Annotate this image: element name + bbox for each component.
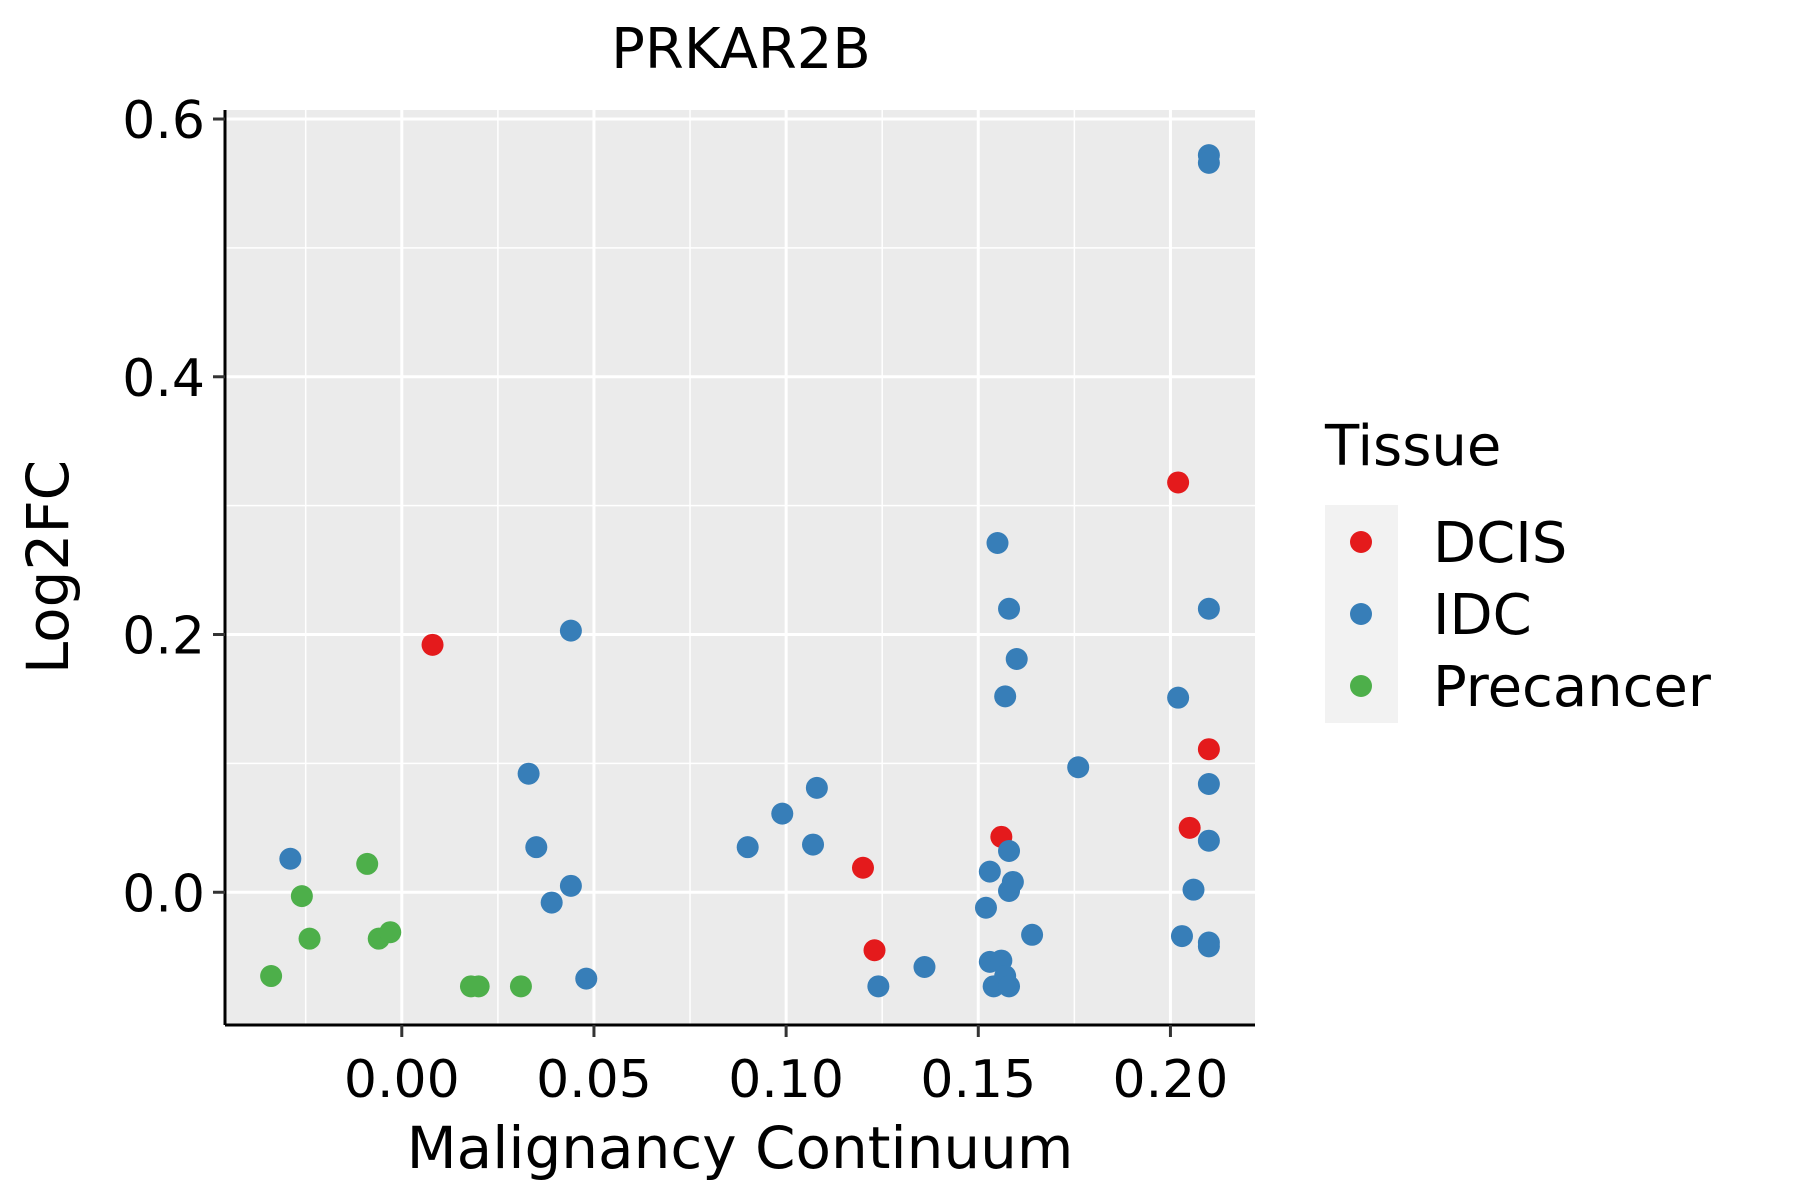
data-point-idc — [1001, 870, 1024, 893]
data-point-idc — [736, 836, 759, 859]
data-point-idc — [1197, 151, 1220, 174]
data-point-idc — [517, 762, 540, 785]
data-point-idc — [575, 967, 598, 990]
data-point-idc — [771, 802, 794, 825]
chart-title: PRKAR2B — [611, 17, 871, 82]
grid-major — [225, 110, 1255, 1025]
data-point-precancer — [356, 852, 379, 875]
plot-panel — [225, 110, 1255, 1025]
data-point-dcis — [1167, 471, 1190, 494]
data-point-precancer — [509, 975, 532, 998]
data-point-idc — [805, 776, 828, 799]
data-point-idc — [998, 597, 1021, 620]
data-point-idc — [986, 532, 1009, 555]
data-point-idc — [1197, 597, 1220, 620]
data-points — [260, 144, 1220, 998]
x-axis-title: Malignancy Continuum — [407, 1114, 1074, 1182]
data-point-idc — [1197, 829, 1220, 852]
data-point-idc — [279, 847, 302, 870]
legend-title: Tissue — [1324, 414, 1501, 479]
x-tick-label: 0.10 — [728, 1050, 844, 1110]
data-point-idc — [540, 891, 563, 914]
data-point-idc — [1167, 686, 1190, 709]
y-axis-ticks: 0.0 0.2 0.4 0.6 — [122, 91, 225, 924]
data-point-dcis — [863, 939, 886, 962]
data-point-dcis — [1197, 738, 1220, 761]
legend-key-idc — [1350, 603, 1372, 625]
y-axis-title: Log2FC — [14, 460, 82, 674]
data-point-dcis — [1178, 816, 1201, 839]
y-tick-label: 0.2 — [122, 607, 205, 667]
legend-label-idc: IDC — [1433, 583, 1532, 648]
data-point-idc — [998, 975, 1021, 998]
data-point-idc — [559, 874, 582, 897]
data-point-idc — [1021, 923, 1044, 946]
data-point-idc — [913, 956, 936, 979]
data-point-idc — [1197, 773, 1220, 796]
data-point-idc — [867, 975, 890, 998]
legend-label-precancer: Precancer — [1433, 655, 1712, 720]
data-point-dcis — [851, 856, 874, 879]
legend-label-dcis: DCIS — [1433, 511, 1567, 576]
data-point-idc — [998, 840, 1021, 863]
data-point-precancer — [298, 927, 321, 950]
data-point-idc — [802, 833, 825, 856]
legend-key-precancer — [1350, 675, 1372, 697]
y-tick-label: 0.0 — [122, 864, 205, 924]
data-point-precancer — [379, 921, 402, 944]
x-tick-label: 0.00 — [344, 1050, 460, 1110]
data-point-precancer — [467, 975, 490, 998]
x-tick-label: 0.20 — [1113, 1050, 1229, 1110]
data-point-idc — [525, 836, 548, 859]
data-point-idc — [1182, 878, 1205, 901]
data-point-precancer — [290, 885, 313, 908]
data-point-idc — [994, 685, 1017, 708]
x-tick-label: 0.05 — [536, 1050, 652, 1110]
data-point-idc — [559, 619, 582, 642]
y-tick-label: 0.4 — [122, 349, 205, 409]
legend: Tissue DCIS IDC Precancer — [1324, 414, 1712, 723]
data-point-precancer — [260, 965, 283, 988]
y-tick-label: 0.6 — [122, 91, 205, 151]
data-point-idc — [1005, 648, 1028, 670]
data-point-idc — [1067, 756, 1090, 779]
data-point-dcis — [421, 633, 444, 656]
x-tick-label: 0.15 — [920, 1050, 1036, 1110]
data-point-idc — [1197, 935, 1220, 958]
data-point-idc — [978, 860, 1001, 883]
x-axis-ticks: 0.00 0.05 0.10 0.15 0.20 — [344, 1025, 1228, 1110]
legend-key-dcis — [1350, 531, 1372, 553]
data-point-idc — [974, 896, 997, 919]
data-point-idc — [1170, 925, 1193, 948]
